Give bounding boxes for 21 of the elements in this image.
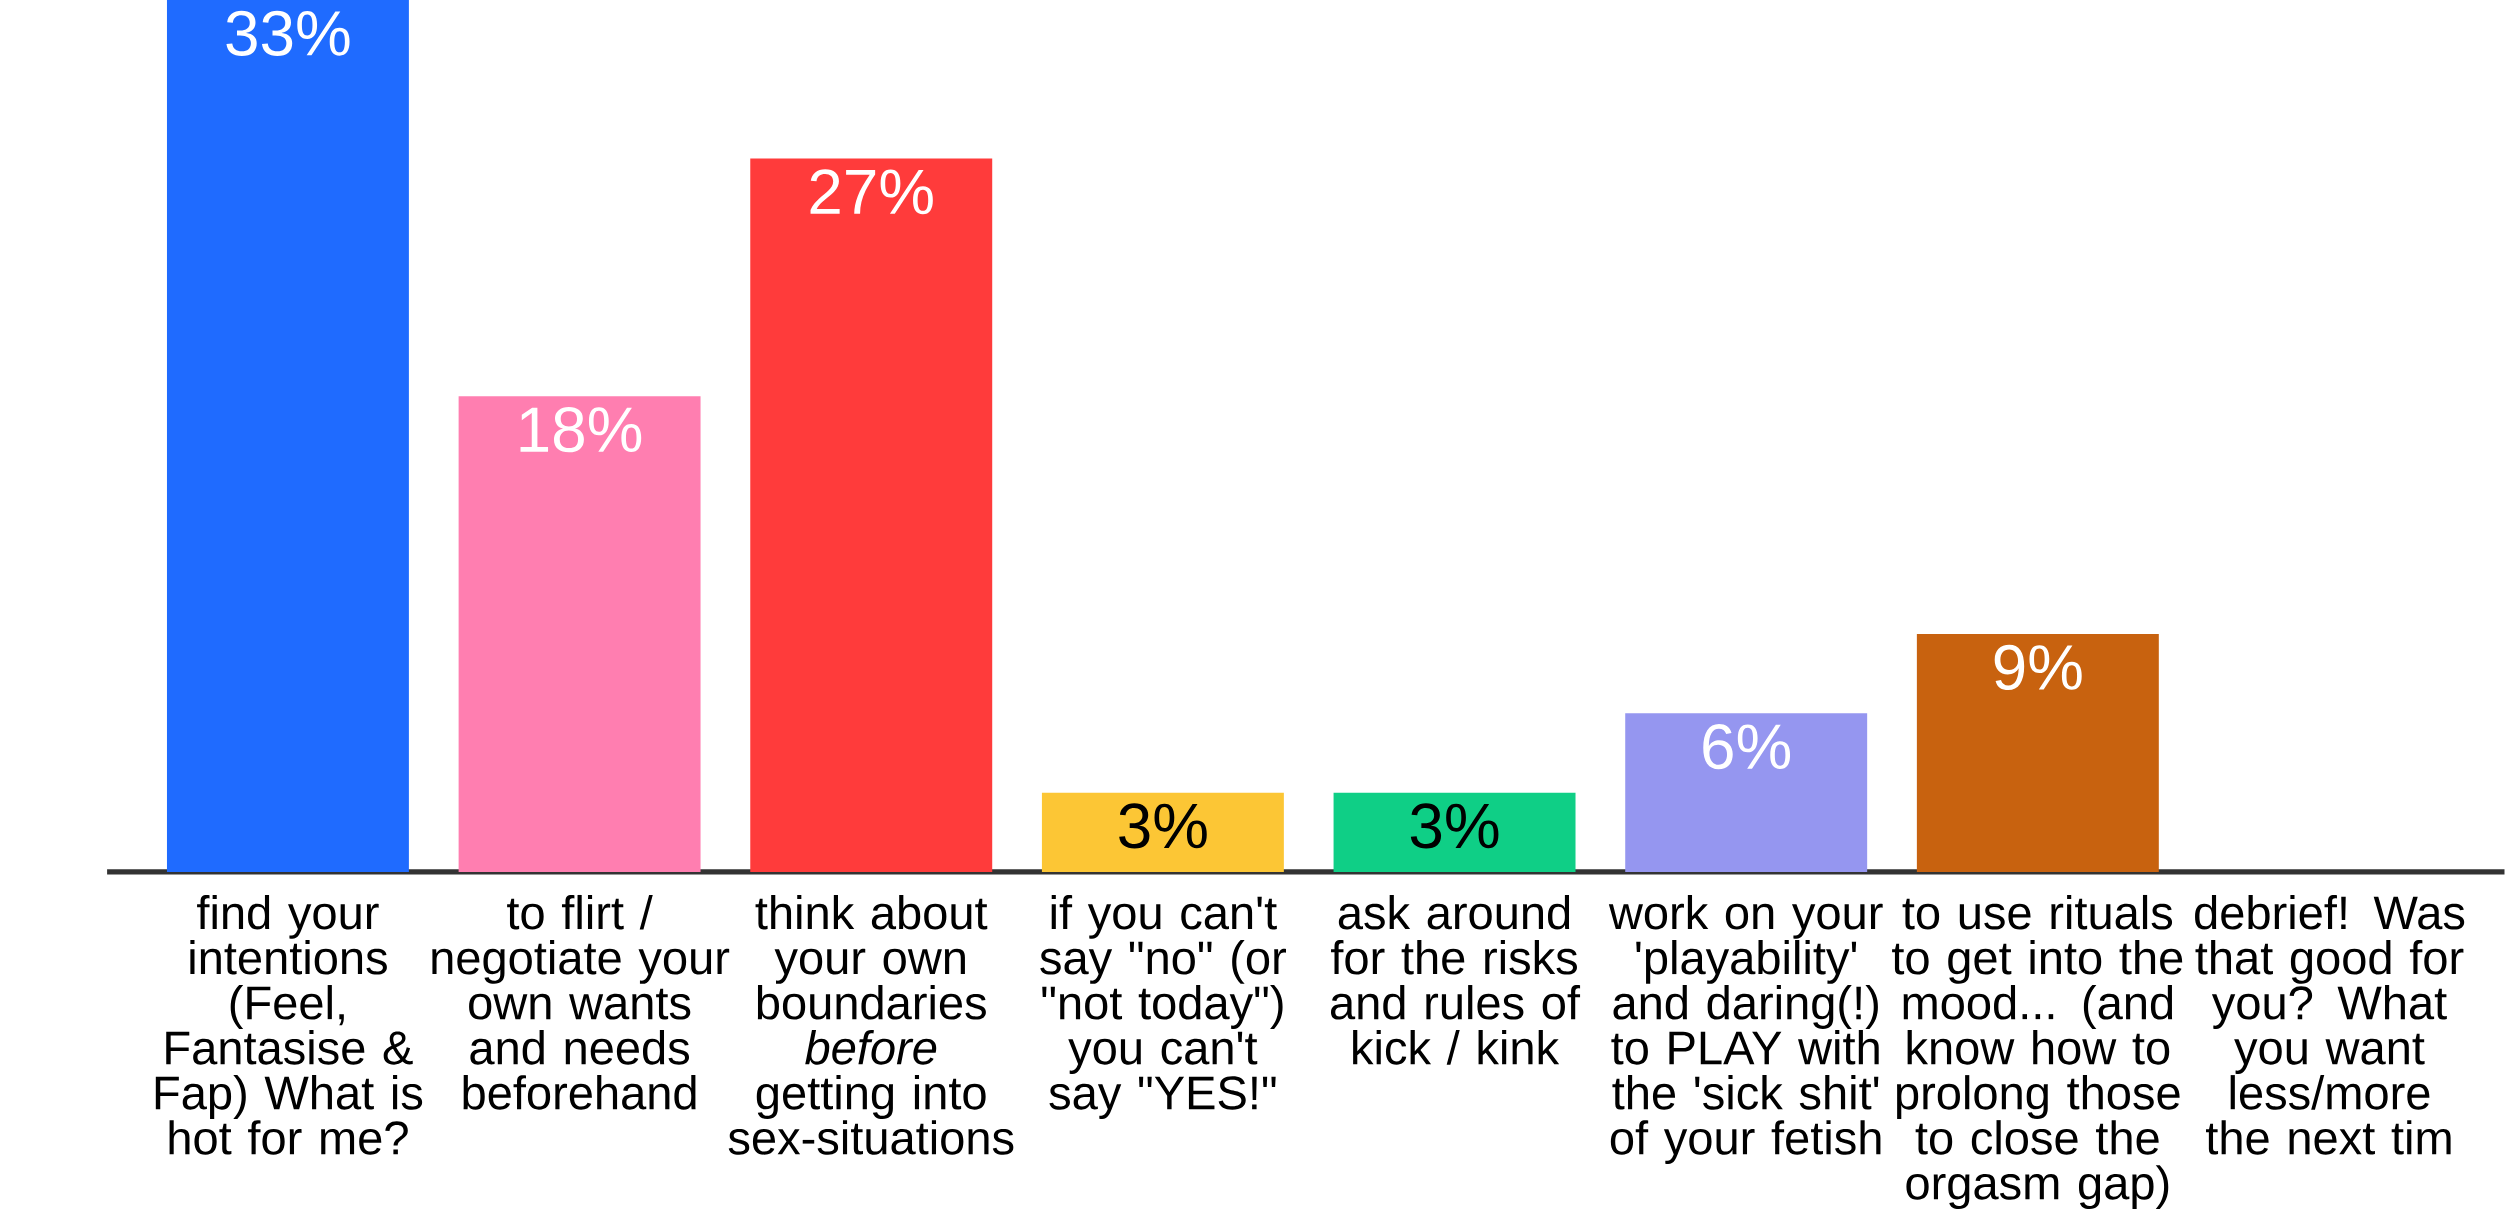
x-tick-label: if you can't say "no" (or "not today") you can't say "YES!" (1040, 895, 1286, 1120)
bar (1041, 792, 1284, 873)
data-label: 3% (1119, 803, 1207, 849)
bar (1916, 634, 2159, 873)
data-label: 33% (226, 10, 350, 57)
bar (458, 396, 701, 873)
x-tick-label: think about your own boundaries before getting into sex-situations (728, 895, 1014, 1155)
bar (1333, 792, 1576, 873)
x-tick-label: debrief! Was that good for you? What you want less/more the next tim (2195, 895, 2465, 1155)
bar (750, 158, 993, 873)
data-label: 3% (1410, 803, 1499, 849)
data-label: 6% (1703, 724, 1791, 770)
x-tick-label: to use rituals to get into the mood... (and know how to prolong those to close the orgasm gap) (1892, 895, 2183, 1210)
data-label: 27% (810, 169, 933, 215)
bar (1625, 713, 1868, 873)
x-tick-label: ask around for the risks and rules of kick / kink (1331, 895, 1581, 1065)
x-tick-label: find your intentions (Feel, Fantasise & Fap) What is hot for me? (155, 895, 423, 1155)
x-tick-label: work on your 'playability' and daring(!) to PLAY with the 'sick shit' of your fetish (1608, 895, 1883, 1165)
data-label: 18% (520, 407, 642, 453)
data-label: 9% (1994, 644, 2082, 691)
bar (166, 0, 409, 873)
